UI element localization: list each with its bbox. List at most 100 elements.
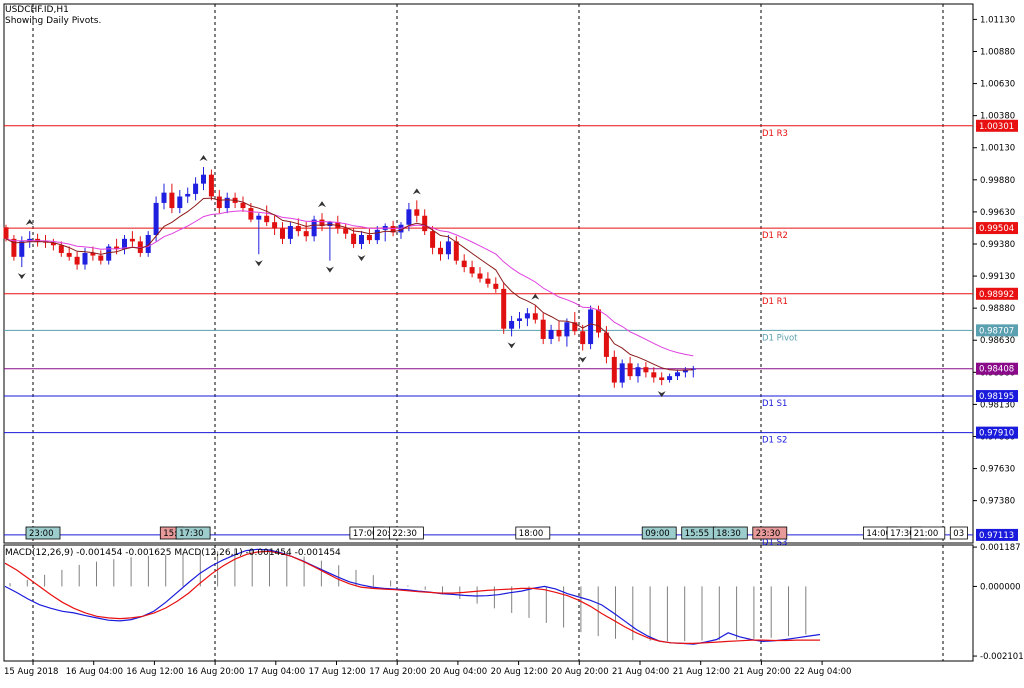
macd-panel-border — [3, 544, 974, 662]
candle-body — [596, 309, 601, 333]
candle-body — [453, 241, 459, 261]
time-tick-label: 17 Aug 12:00 — [309, 667, 366, 677]
down-fractal — [325, 266, 334, 273]
time-marker-label: 23:30 — [756, 529, 781, 539]
candle-body — [74, 256, 80, 265]
candle-body — [98, 255, 104, 261]
time-marker-box — [25, 526, 61, 540]
candle-body — [619, 363, 625, 383]
candle-body — [580, 331, 586, 345]
time-tick-label: 21 Aug 04:00 — [612, 667, 669, 677]
price-tick-label: 0.99880 — [980, 176, 1015, 186]
candle-body — [153, 202, 159, 235]
pivot-label: D1 S1 — [762, 399, 787, 409]
candle-body — [485, 278, 491, 284]
price-tag — [976, 222, 1018, 235]
candle-body — [366, 235, 372, 241]
time-marker-label: 14:00 — [866, 529, 891, 539]
candle-body — [682, 369, 688, 373]
time-tick-label: 22 Aug 04:00 — [794, 667, 851, 677]
candle-body — [501, 288, 507, 329]
candle-body — [177, 196, 183, 209]
time-marker-label: 15: — [163, 529, 177, 539]
candle-body — [129, 238, 135, 242]
price-tag — [976, 119, 1018, 132]
price-tick-label: 0.99380 — [980, 240, 1015, 250]
up-fractal — [199, 154, 208, 161]
candle-body — [58, 245, 64, 253]
pivot-label: D1 S3 — [762, 538, 787, 548]
candle-body — [493, 283, 499, 289]
candle-body — [564, 322, 570, 337]
price-tag-label: 0.98992 — [979, 290, 1014, 300]
candle-body — [461, 260, 467, 268]
pivot-label: D1 S2 — [762, 436, 787, 446]
candle-body — [390, 226, 396, 233]
time-marker-box — [641, 526, 677, 540]
candle-body — [256, 215, 262, 220]
down-fractal — [578, 356, 587, 363]
candle-body — [477, 273, 483, 279]
time-marker-box — [712, 526, 748, 540]
price-tag — [976, 426, 1018, 439]
candle-body — [469, 267, 475, 274]
time-separators — [32, 4, 944, 661]
candle-body — [430, 231, 436, 248]
pivot-label: D1 R2 — [762, 231, 788, 241]
price-tick-label: 0.97630 — [980, 465, 1015, 475]
candle-body — [540, 319, 546, 339]
candle-body — [90, 252, 96, 256]
time-tick-label: 16 Aug 12:00 — [126, 667, 183, 677]
moving-averages — [5, 197, 694, 371]
pivot-lines: D1 R3 D1 R2 D1 R1 D1 Pivot D1 S1 D1 S2 D1 S3 — [4, 125, 973, 548]
pivot-label: D1 R3 — [762, 129, 788, 139]
time-marker-label: 15:55 — [685, 529, 710, 539]
candle-body — [11, 238, 17, 257]
time-marker-label: 18:00 — [519, 529, 544, 539]
candle-body — [50, 242, 56, 246]
candles[interactable] — [3, 166, 696, 388]
time-marker-label: 22:30 — [392, 529, 417, 539]
fast-ma-line — [5, 197, 694, 371]
candle-body — [414, 209, 420, 216]
up-fractal — [25, 219, 34, 226]
candle-body — [675, 372, 680, 377]
pivot-label: D1 R1 — [762, 297, 788, 307]
candle-body — [264, 215, 270, 223]
down-fractal — [254, 260, 263, 267]
time-marker-box — [910, 526, 946, 540]
candle-body — [66, 252, 72, 257]
price-tag-label: 0.97910 — [979, 429, 1014, 439]
time-marker-box — [388, 526, 424, 540]
candle-body — [438, 247, 443, 255]
subtitle: Showing Daily Pivots. — [5, 16, 101, 26]
macd-main-line — [4, 548, 821, 645]
time-marker-label: 17:30 — [890, 529, 915, 539]
candle-body — [240, 202, 246, 209]
candle-body — [248, 208, 254, 220]
candle-body — [122, 238, 127, 250]
time-marker-box — [752, 526, 788, 540]
down-fractal — [507, 342, 516, 349]
down-fractal — [657, 391, 666, 398]
price-tick-label: 0.99130 — [980, 272, 1015, 282]
price-tag — [976, 324, 1018, 337]
candle-body — [224, 197, 230, 209]
time-marker-box — [949, 526, 968, 540]
candle-body — [343, 228, 349, 234]
candle-body — [517, 318, 522, 321]
price-tag-label: 0.98195 — [979, 392, 1014, 402]
candle-body — [137, 241, 143, 253]
candle-body — [611, 356, 617, 383]
up-fractal — [531, 293, 540, 300]
candle-body — [643, 367, 649, 373]
candle-body — [659, 377, 665, 381]
time-marker-label: 18:30 — [716, 529, 741, 539]
time-axis: 15 Aug 2018 16 Aug 04:00 16 Aug 12:00 16 Au… — [4, 661, 851, 677]
macd-signal-line — [4, 550, 820, 644]
candle-body — [161, 192, 167, 203]
candle-body — [82, 252, 88, 265]
candle-body — [532, 313, 538, 320]
